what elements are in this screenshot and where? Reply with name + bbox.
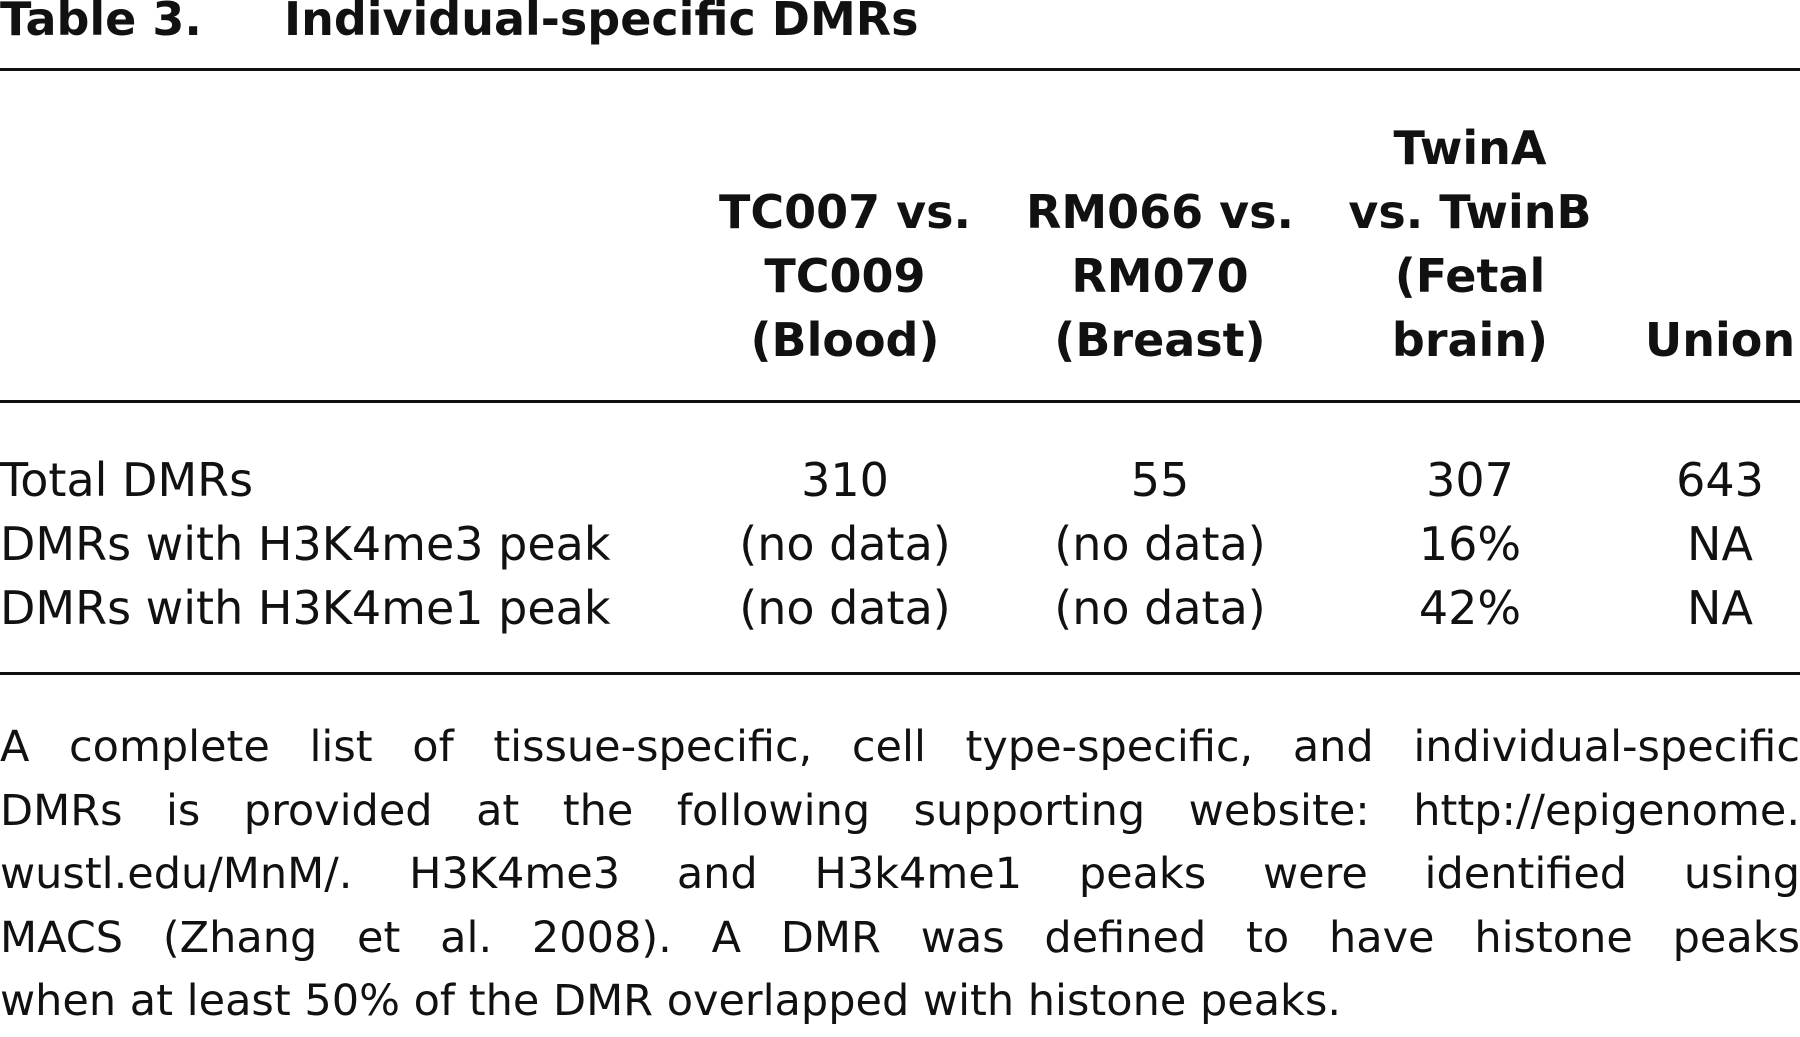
table-cell: (no data) [1054,517,1266,571]
table-cell: NA [1687,581,1753,635]
column-header-line: vs. TwinB [1348,185,1592,239]
column-header-union: Union [1620,112,1800,372]
column-header-line: (Fetal [1394,249,1546,303]
column-header-fetal-brain: TwinA vs. TwinB (Fetal brain) [1320,112,1620,372]
column-header-line: (Blood) [750,313,940,367]
bottom-rule [0,672,1800,675]
footnote-line: MACS (Zhang et al. 2008). A DMR was defi… [0,912,1800,963]
row-label: DMRs with H3K4me3 peak [0,517,611,571]
table-label: Table 3. [0,0,202,46]
column-header-blood: TC007 vs. TC009 (Blood) [690,112,1000,372]
column-header-line: TwinA [1393,121,1547,175]
table-title: Individual-specific DMRs [284,0,919,46]
column-header-line: TC007 vs. [718,185,971,239]
table-row: DMRs with H3K4me3 peak (no data) (no dat… [0,512,1800,576]
header-rule [0,400,1800,403]
column-header-line: RM070 [1071,249,1249,303]
table-row: DMRs with H3K4me1 peak (no data) (no dat… [0,576,1800,640]
table-cell: 307 [1426,453,1514,507]
table-footnote: A complete list of tissue-specific, cell… [0,716,1800,1034]
footnote-line: A complete list of tissue-specific, cell… [0,722,1800,772]
top-rule [0,68,1800,71]
table-row: Total DMRs 310 55 307 643 [0,448,1800,512]
column-header-line: Union [1644,313,1796,367]
column-header-line: TC009 [764,249,926,303]
table-cell: (no data) [739,517,951,571]
row-label: DMRs with H3K4me1 peak [0,581,611,635]
table-cell: 55 [1130,453,1190,507]
footnote-line: wustl.edu/MnM/. H3K4me3 and H3k4me1 peak… [0,849,1800,899]
table-cell: 16% [1418,517,1522,571]
table-cell: NA [1687,517,1753,571]
column-header-line: RM066 vs. [1025,185,1295,239]
table-cell: (no data) [739,581,951,635]
table-cell: 42% [1418,581,1522,635]
footnote-line: DMRs is provided at the following suppor… [0,785,1800,836]
footnote-line: when at least 50% of the DMR overlapped … [0,976,1342,1026]
table-cell: 310 [801,453,889,507]
column-header-breast: RM066 vs. RM070 (Breast) [1000,112,1320,372]
column-header-line: brain) [1391,313,1549,367]
table-cell: 643 [1676,453,1764,507]
column-header-line: (Breast) [1054,313,1266,367]
table-cell: (no data) [1054,581,1266,635]
table-caption: Table 3. Individual-specific DMRs [0,0,919,47]
row-label: Total DMRs [0,453,254,507]
